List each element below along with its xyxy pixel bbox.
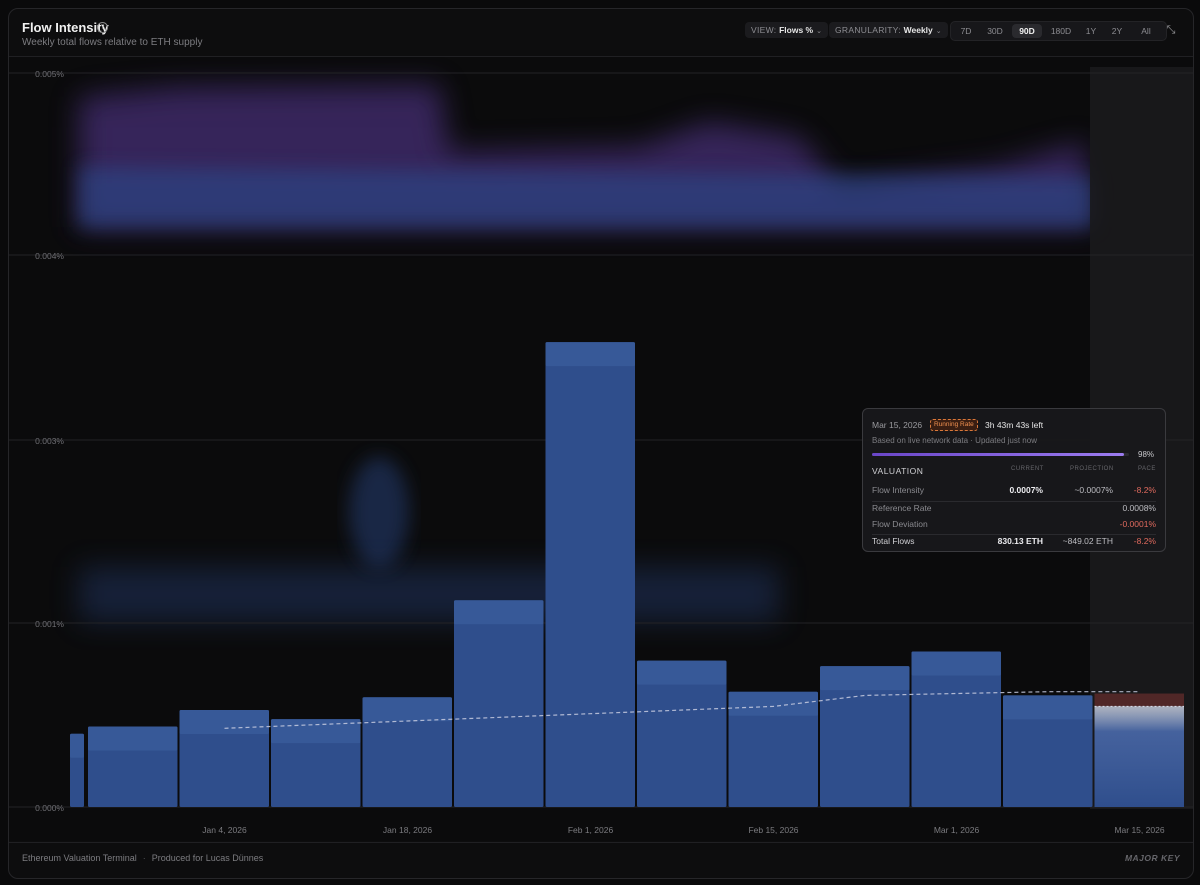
page-subtitle: Weekly total flows relative to ETH suppl… bbox=[22, 37, 203, 48]
bar bbox=[728, 691, 818, 807]
period-progress-fill bbox=[872, 453, 1124, 456]
granularity-dropdown-value: Weekly bbox=[903, 25, 933, 35]
partial-week-bar bbox=[1094, 706, 1184, 807]
tooltip-divider bbox=[872, 534, 1156, 535]
y-tick-label: 0.004% bbox=[35, 251, 64, 261]
bar-top-shade bbox=[70, 733, 84, 758]
bar bbox=[911, 651, 1001, 807]
range-30d-button[interactable]: 30D bbox=[987, 26, 1003, 36]
flow-intensity-label: Flow Intensity bbox=[872, 485, 924, 495]
x-tick-label: Feb 15, 2026 bbox=[748, 825, 798, 835]
running-rate-badge: Running Rate bbox=[930, 419, 978, 431]
footer-separator: · bbox=[142, 853, 146, 863]
current-column-header: CURRENT bbox=[1011, 466, 1044, 472]
tooltip-divider bbox=[872, 501, 1156, 502]
bar bbox=[820, 666, 910, 807]
flow-intensity-pace: -8.2% bbox=[1133, 485, 1156, 495]
flow-intensity-row: Flow Intensity 0.0007% ~0.0007% -8.2% bbox=[872, 483, 1156, 499]
range-1y-button[interactable]: 1Y bbox=[1085, 26, 1097, 36]
tooltip-date: Mar 15, 2026 bbox=[872, 420, 923, 430]
bar-top-shade bbox=[1003, 695, 1093, 720]
footer-produced-for: Produced for Lucas Dünnes bbox=[151, 853, 264, 863]
bar bbox=[179, 710, 269, 807]
flow-intensity-current: 0.0007% bbox=[1009, 485, 1043, 495]
flow-intensity-projection: ~0.0007% bbox=[1074, 485, 1113, 495]
x-tick-label: Jan 4, 2026 bbox=[202, 825, 247, 835]
blue-glow-spot bbox=[349, 457, 409, 567]
y-tick-label: 0.003% bbox=[35, 436, 64, 446]
flow-deviation-label: Flow Deviation bbox=[872, 519, 928, 529]
axis-layer: 0.000% 0.001% 0.003% 0.004% 0.005% Jan 4, 202… bbox=[35, 69, 1165, 835]
bars-layer bbox=[70, 342, 1184, 807]
bar bbox=[454, 600, 544, 807]
valuation-heading: VALUATION bbox=[872, 466, 924, 476]
reference-rate-row: Reference Rate 0.0008% bbox=[872, 501, 1156, 517]
view-dropdown[interactable]: VIEW: Flows % ⌄ bbox=[745, 22, 829, 38]
panel-header: Flow Intensity ? Weekly total flows rela… bbox=[9, 9, 1193, 57]
bar-top-shade bbox=[271, 719, 361, 744]
range-7d-button[interactable]: 7D bbox=[960, 26, 972, 36]
bar-top-shade bbox=[179, 710, 269, 735]
y-tick-label: 0.005% bbox=[35, 69, 64, 79]
footer-credits: Ethereum Valuation Terminal · Produced for… bbox=[22, 853, 263, 863]
total-flows-projection: ~849.02 ETH bbox=[1062, 536, 1113, 546]
period-progress-bar bbox=[872, 453, 1129, 456]
tooltip-time-left: 3h 43m 43s left bbox=[985, 420, 1044, 430]
granularity-dropdown[interactable]: GRANULARITY: Weekly ⌄ bbox=[829, 22, 948, 38]
flow-deviation-value: -0.0001% bbox=[1119, 519, 1156, 529]
running-rate-tooltip: Mar 15, 2026 Running Rate 3h 43m 43s lef… bbox=[862, 408, 1166, 552]
flow-intensity-panel: Flow Intensity ? Weekly total flows rela… bbox=[8, 8, 1194, 879]
reference-rate-label: Reference Rate bbox=[872, 503, 932, 513]
bar bbox=[545, 342, 635, 807]
blue-glow-band bbox=[79, 167, 1094, 227]
reference-line-layer bbox=[224, 691, 1140, 729]
brand-logo: MAJOR KEY bbox=[1124, 853, 1180, 863]
y-tick-label: 0.001% bbox=[35, 619, 64, 629]
bar-top-shade bbox=[728, 691, 818, 716]
projection-overshoot-bar bbox=[1094, 693, 1184, 707]
range-2y-button[interactable]: 2Y bbox=[1111, 26, 1123, 36]
chevron-down-icon: ⌄ bbox=[935, 28, 942, 35]
footer-app-name: Ethereum Valuation Terminal bbox=[22, 853, 137, 863]
x-tick-label: Mar 1, 2026 bbox=[934, 825, 980, 835]
y-tick-label: 0.000% bbox=[35, 803, 64, 813]
bar-top-shade bbox=[911, 651, 1001, 676]
range-90d-button[interactable]: 90D bbox=[1012, 24, 1042, 38]
collapse-icon[interactable]: ⤡ bbox=[1166, 24, 1176, 36]
tooltip-description: Based on live network data · Updated jus… bbox=[872, 436, 1037, 445]
bar bbox=[362, 697, 452, 807]
bar-top-shade bbox=[545, 342, 635, 367]
total-flows-row: Total Flows 830.13 ETH ~849.02 ETH -8.2% bbox=[872, 534, 1156, 550]
bar-top-shade bbox=[820, 666, 910, 691]
view-dropdown-value: Flows % bbox=[779, 25, 814, 35]
range-all-button[interactable]: All bbox=[1141, 26, 1151, 36]
pace-column-header: PACE bbox=[1138, 466, 1156, 472]
x-tick-label: Feb 1, 2026 bbox=[568, 825, 614, 835]
reference-rate-line bbox=[224, 691, 1140, 729]
range-180d-button[interactable]: 180D bbox=[1050, 26, 1072, 36]
period-progress-label: 98% bbox=[1138, 450, 1155, 459]
flow-deviation-row: Flow Deviation -0.0001% bbox=[872, 517, 1156, 533]
bar bbox=[637, 660, 727, 807]
blue-glow-strip bbox=[79, 567, 779, 622]
total-flows-label: Total Flows bbox=[872, 536, 915, 546]
granularity-dropdown-prefix: GRANULARITY: bbox=[835, 25, 901, 35]
bar bbox=[1003, 695, 1093, 807]
bar-top-shade bbox=[454, 600, 544, 625]
reference-rate-value: 0.0008% bbox=[1122, 503, 1156, 513]
x-tick-label: Jan 18, 2026 bbox=[383, 825, 432, 835]
bar-top-shade bbox=[362, 697, 452, 722]
total-flows-current: 830.13 ETH bbox=[997, 536, 1043, 546]
x-tick-label: Mar 15, 2026 bbox=[1114, 825, 1164, 835]
projection-column-header: PROJECTION bbox=[1070, 466, 1114, 472]
page-title: Flow Intensity bbox=[22, 20, 109, 35]
panel-footer: Ethereum Valuation Terminal · Produced for… bbox=[9, 842, 1193, 878]
total-flows-pace: -8.2% bbox=[1133, 536, 1156, 546]
chevron-down-icon: ⌄ bbox=[816, 28, 823, 35]
view-dropdown-prefix: VIEW: bbox=[751, 25, 777, 35]
bar-top-shade bbox=[637, 660, 727, 685]
help-icon[interactable]: ? bbox=[97, 22, 108, 33]
bar-top-shade bbox=[88, 726, 178, 751]
time-range-selector: 7D 30D 90D 180D 1Y 2Y All bbox=[950, 21, 1167, 41]
